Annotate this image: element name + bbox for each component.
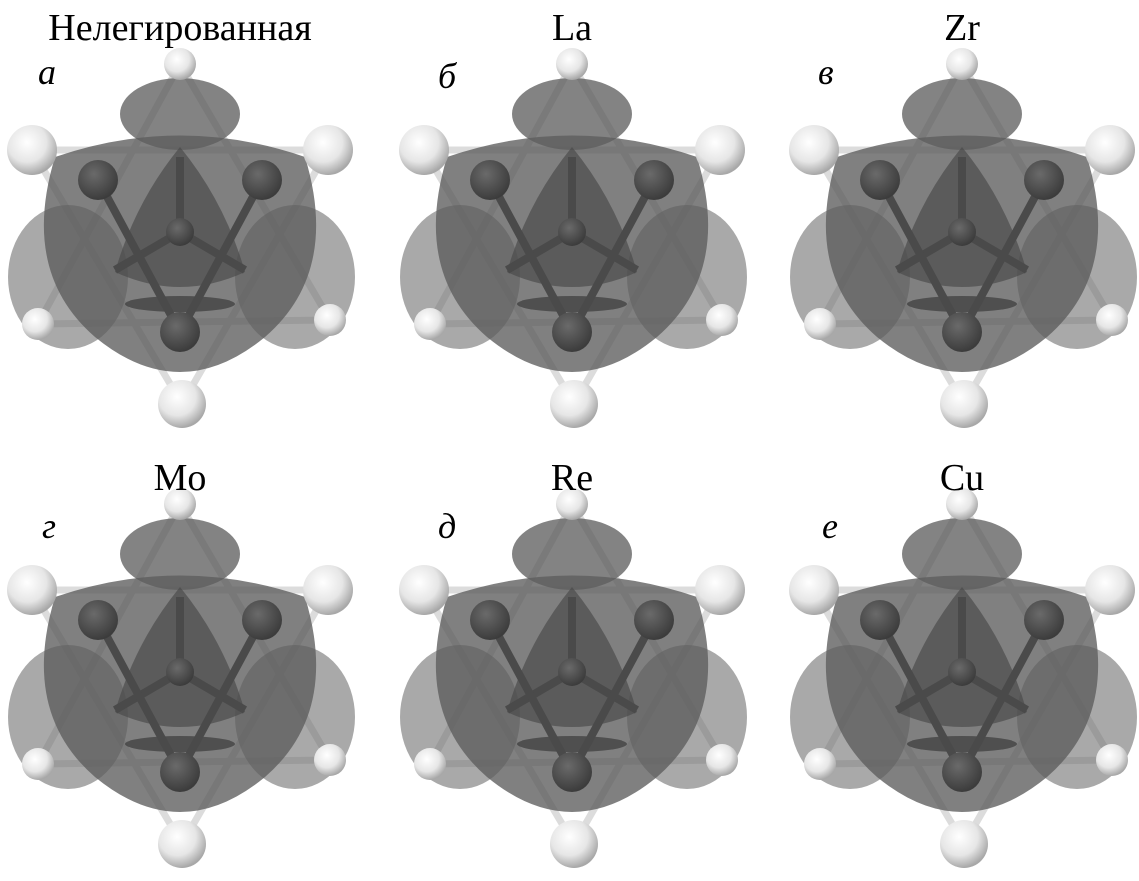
- panel-label: в: [818, 52, 834, 92]
- structure: [399, 48, 747, 428]
- panel-title: La: [552, 7, 592, 49]
- panel-label: б: [438, 56, 458, 96]
- panel-title: Нелегированная: [48, 7, 311, 49]
- structure: [7, 488, 355, 868]
- structure: [789, 488, 1137, 868]
- panel-label: е: [822, 506, 838, 546]
- structure: [7, 48, 355, 428]
- panel-label: д: [438, 506, 456, 546]
- panel-label: г: [42, 506, 56, 546]
- panel-title: Cu: [940, 457, 984, 499]
- panel-label: а: [38, 52, 56, 92]
- panel-title: Re: [551, 457, 593, 499]
- figure: Нелегированная La Zr Mo Re Cu а б в г д …: [0, 0, 1139, 881]
- structure: [789, 48, 1137, 428]
- panel-title: Mo: [154, 457, 207, 499]
- panel-title: Zr: [944, 7, 980, 49]
